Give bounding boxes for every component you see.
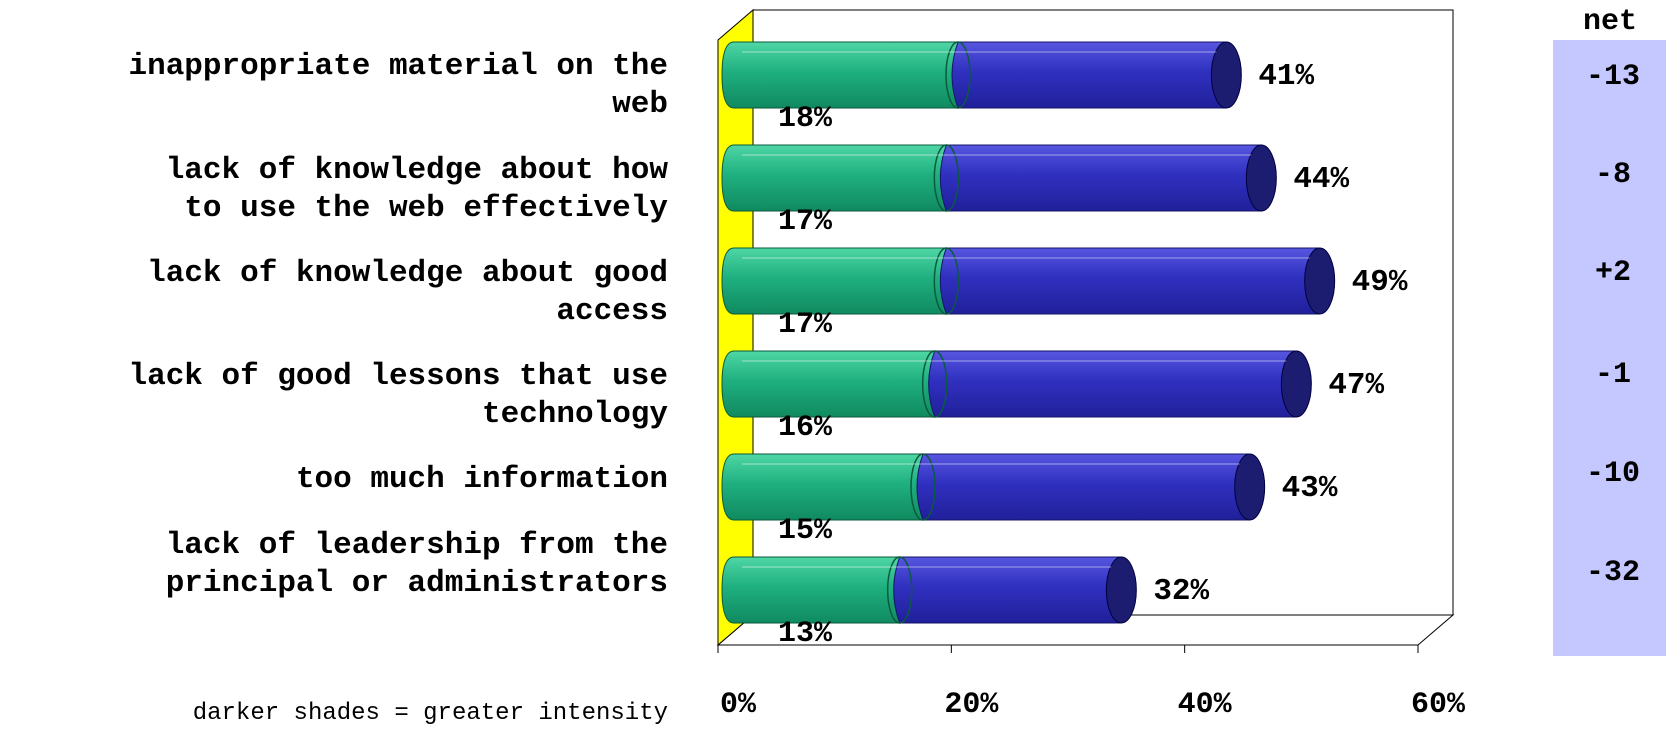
- bar-segment-strong: [893, 556, 1122, 624]
- bar-end-cap: [1210, 41, 1242, 109]
- category-label: lack of leadership from the principal or…: [165, 528, 668, 601]
- net-value: -32: [1585, 556, 1640, 590]
- bar-segment-mild: [721, 41, 959, 109]
- bar-segment-strong: [928, 350, 1297, 418]
- category-label: lack of knowledge about good access: [147, 256, 668, 329]
- bar-segment-joint: [910, 453, 936, 521]
- bar-segment-joint: [933, 247, 960, 315]
- net-value: -8: [1594, 158, 1631, 192]
- bar-end-cap: [1280, 350, 1312, 418]
- bar-segment-strong: [916, 453, 1251, 521]
- net-value: +2: [1594, 256, 1631, 290]
- bar-segment-joint: [886, 556, 913, 624]
- bar-total-label: 32%: [1153, 574, 1209, 609]
- bar-total-label: 49%: [1352, 265, 1408, 300]
- bar-segment-label: 18%: [778, 102, 833, 136]
- bar-segment-mild: [721, 453, 924, 521]
- bar-segment-mild: [721, 350, 936, 418]
- category-label: too much information: [295, 462, 668, 497]
- x-tick-label: 20%: [944, 688, 999, 722]
- bar-total-label: 47%: [1328, 368, 1384, 403]
- bar-end-cap: [1304, 247, 1336, 315]
- bar-segment-strong: [951, 41, 1227, 109]
- bar-segment-label: 15%: [778, 514, 833, 548]
- bar-end-cap: [1245, 144, 1277, 212]
- bar-segment-label: 17%: [778, 308, 833, 342]
- bar-end-cap: [1234, 453, 1266, 521]
- category-label: inappropriate material on the web: [128, 49, 669, 122]
- category-label: lack of knowledge about how to use the w…: [165, 153, 668, 226]
- bar-segment-mild: [721, 556, 901, 624]
- footnote: darker shades = greater intensity: [192, 700, 668, 727]
- bar-segment-mild: [721, 247, 947, 315]
- bar-segment-mild: [721, 144, 947, 212]
- net-header: net: [1583, 5, 1638, 39]
- bar-total-label: 41%: [1258, 59, 1314, 94]
- x-tick-label: 40%: [1178, 688, 1233, 722]
- category-label: lack of good lessons that use technology: [128, 359, 669, 432]
- bar-total-label: 44%: [1293, 162, 1349, 197]
- bar-segment-joint: [945, 41, 971, 109]
- bar-end-cap: [1105, 556, 1137, 624]
- x-tick-label: 60%: [1411, 688, 1466, 722]
- bar-total-label: 43%: [1282, 471, 1338, 506]
- bar-segment-label: 17%: [778, 205, 833, 239]
- x-tick-label: 0%: [720, 688, 757, 722]
- bar-segment-label: 13%: [778, 617, 833, 651]
- net-value: -10: [1585, 457, 1640, 491]
- bar-segment-joint: [921, 350, 948, 418]
- net-panel: [1553, 40, 1666, 656]
- bar-segment-strong: [939, 247, 1321, 315]
- bar-segment-joint: [933, 144, 960, 212]
- net-value: -1: [1594, 358, 1631, 392]
- net-value: -13: [1585, 60, 1640, 94]
- bar-segment-strong: [939, 144, 1262, 212]
- bar-segment-label: 16%: [778, 411, 833, 445]
